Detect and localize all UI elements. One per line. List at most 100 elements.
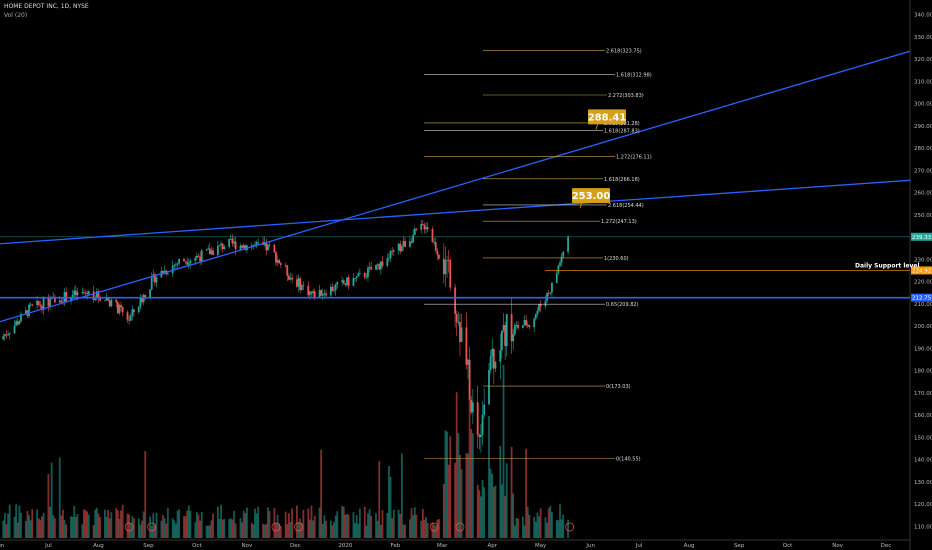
candle-body [183,259,185,262]
candle-body [333,290,335,292]
volume-bar [392,509,395,538]
volume-bar [110,512,113,538]
volume-bar [344,514,347,538]
candle-body [233,241,235,244]
volume-bar [426,523,429,538]
volume-bar [28,515,30,538]
candle-body [312,291,314,294]
candle-body [284,264,287,266]
candle-body [538,304,540,311]
candle-body [528,324,531,328]
volume-bar [16,522,19,538]
candle-body [171,265,174,274]
candle-body [231,238,234,244]
volume-bar [449,436,452,538]
candle-body [431,229,434,243]
candle-body [15,321,18,326]
volume-bar [415,514,418,538]
candle-body [220,243,222,246]
candle-body [97,291,100,299]
volume-bar [404,524,406,538]
volume-bar [400,453,403,538]
candle-body [494,361,497,369]
volume-bar [483,487,486,538]
candle-body [557,265,560,273]
time-tick-label: May [535,543,547,549]
volume-bar [297,521,300,538]
volume-bar [116,510,119,538]
candle-body [291,277,294,280]
candle-body [501,330,503,351]
volume-bar [313,515,316,538]
volume-bar [73,506,76,538]
volume-bar [538,516,540,538]
candle-body [250,245,253,247]
candle-body [7,334,9,336]
candle-body [415,228,418,230]
candle-body [128,319,131,321]
volume-bar [144,451,147,538]
candle-body [438,254,440,259]
price-axis-tag [911,232,932,241]
candle-body [65,292,68,302]
volume-bar [318,507,321,538]
volume-bar [457,433,460,538]
candle-body [449,260,452,288]
volume-bar [523,525,526,538]
volume-bar [83,509,85,538]
volume-bar [257,506,260,538]
callout-box [588,109,626,125]
candle-body [154,274,156,283]
candle-body [363,272,366,278]
candle-body [399,243,402,252]
candle-body [166,273,169,275]
volume-bar [276,514,279,538]
volume-bar [160,520,163,538]
volume-bar [549,506,552,538]
volume-bar [13,516,16,538]
candle-body [241,245,243,248]
price-tick-label: 250.00 [914,213,932,219]
candle-body [36,300,39,306]
candle-body [392,250,395,252]
volume-bar [50,462,53,538]
candle-body [18,321,21,325]
candle-body [299,278,302,291]
candle-body [367,267,369,277]
volume-bar [378,461,381,538]
candle-body [307,285,310,296]
time-tick-label: Oct [192,543,202,549]
time-tick-label: Feb [391,543,401,549]
candle-body [318,290,321,299]
volume-bar [323,515,326,538]
candle-body [325,293,327,296]
volume-bar [381,510,384,538]
candle-body [129,315,132,321]
volume-bar [162,515,164,538]
candle-body [187,263,190,265]
volume-bar [39,520,42,538]
volume-bar [133,518,135,538]
volume-bar [494,485,497,538]
volume-bar [81,524,84,538]
time-tick-label: Sep [734,543,745,549]
candle-body [266,244,269,251]
candle-body [162,270,164,274]
volume-bar [481,479,484,538]
volume-bar [410,508,413,538]
candle-body [533,318,536,328]
candle-body [99,298,101,301]
candle-body [234,241,237,250]
candle-body [544,300,547,307]
volume-bar [446,431,448,538]
volume-bar [447,464,450,538]
candle-body [321,293,324,296]
volume-bar [41,516,43,538]
fib-level-label: 2.618(323.75) [606,49,642,55]
candle-body [481,414,484,435]
volume-bar [47,474,50,538]
event-marker [294,522,303,532]
candle-body [189,260,192,264]
volume-bar [402,524,405,538]
